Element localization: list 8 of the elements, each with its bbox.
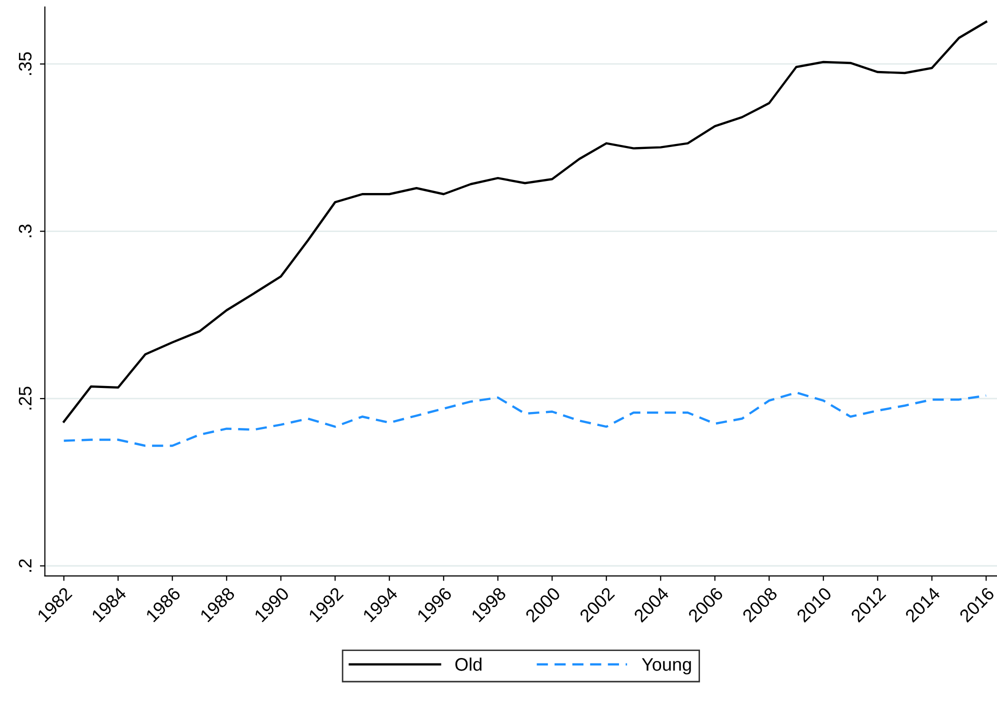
y-tick-label: .3 <box>18 224 32 238</box>
y-tick-label: .35 <box>18 52 32 75</box>
y-tick-label: .25 <box>18 386 32 410</box>
line-series <box>62 391 988 447</box>
legend-label: Old <box>455 658 482 671</box>
legend-label: Young <box>642 658 691 674</box>
line-series <box>62 20 988 423</box>
y-tick-label: .2 <box>18 559 32 572</box>
